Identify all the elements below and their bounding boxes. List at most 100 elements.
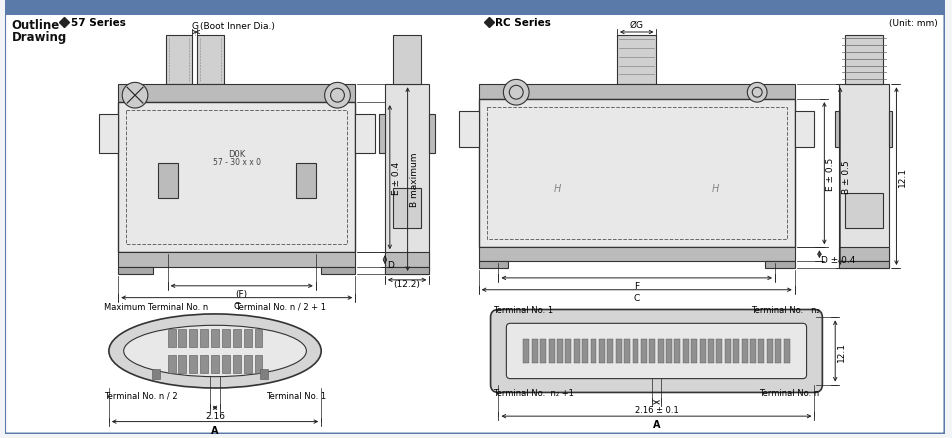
Bar xyxy=(379,115,385,154)
Text: 12.1: 12.1 xyxy=(837,341,846,361)
Bar xyxy=(641,339,646,363)
Text: C: C xyxy=(233,301,240,310)
Bar xyxy=(479,100,795,248)
Text: G: G xyxy=(191,22,198,31)
Bar xyxy=(658,339,664,363)
Bar xyxy=(717,339,723,363)
Bar xyxy=(632,339,639,363)
Bar xyxy=(750,339,756,363)
Bar xyxy=(666,339,672,363)
Text: (F): (F) xyxy=(236,289,248,298)
Bar xyxy=(385,85,429,274)
Text: Terminal No. n: Terminal No. n xyxy=(759,388,820,396)
Bar xyxy=(233,355,241,373)
Bar xyxy=(118,103,355,253)
Bar xyxy=(127,111,347,245)
Bar xyxy=(775,339,782,363)
Bar xyxy=(839,261,888,268)
Ellipse shape xyxy=(109,314,321,388)
Text: E ± 0.4: E ± 0.4 xyxy=(392,161,401,194)
Bar xyxy=(211,355,219,373)
Text: D ± 0.4: D ± 0.4 xyxy=(822,255,856,264)
Bar xyxy=(479,261,508,268)
Bar xyxy=(839,85,888,268)
Bar xyxy=(197,36,224,85)
Text: A: A xyxy=(653,419,661,429)
Bar xyxy=(616,339,622,363)
Bar xyxy=(200,355,208,373)
Bar xyxy=(385,268,429,274)
Bar xyxy=(233,329,241,347)
Text: D0K: D0K xyxy=(228,150,246,159)
Text: RC Series: RC Series xyxy=(495,18,551,28)
Bar xyxy=(385,253,429,268)
Text: Terminal No. 1: Terminal No. 1 xyxy=(266,391,327,400)
Bar xyxy=(118,268,153,274)
Bar xyxy=(617,36,657,85)
Text: A: A xyxy=(211,424,219,434)
Text: Terminal No. n / 2 + 1: Terminal No. n / 2 + 1 xyxy=(235,302,327,311)
Bar xyxy=(158,164,177,198)
Circle shape xyxy=(504,80,529,106)
Bar xyxy=(178,355,187,373)
Text: (12.2): (12.2) xyxy=(394,279,421,288)
Bar xyxy=(211,329,219,347)
Bar xyxy=(486,108,786,240)
Bar xyxy=(479,248,795,261)
Bar xyxy=(151,369,160,379)
Bar xyxy=(254,355,263,373)
Bar xyxy=(222,329,229,347)
Bar xyxy=(118,253,355,268)
Bar xyxy=(532,339,538,363)
Text: Terminal No. 1: Terminal No. 1 xyxy=(493,306,554,315)
Text: (Unit: mm): (Unit: mm) xyxy=(888,18,938,28)
Bar xyxy=(168,355,175,373)
Bar xyxy=(244,355,251,373)
Bar xyxy=(839,248,888,261)
Bar xyxy=(700,339,705,363)
Bar xyxy=(118,85,355,103)
Text: (Boot Inner Dia.): (Boot Inner Dia.) xyxy=(200,22,275,31)
Bar xyxy=(200,329,208,347)
Text: C: C xyxy=(634,293,640,302)
Text: 57 - 30 x x 0: 57 - 30 x x 0 xyxy=(212,158,261,166)
Bar xyxy=(607,339,613,363)
FancyBboxPatch shape xyxy=(506,324,806,379)
Text: 2.16: 2.16 xyxy=(205,411,225,420)
Bar xyxy=(599,339,605,363)
Text: D: D xyxy=(387,261,394,269)
Bar xyxy=(254,329,263,347)
Bar xyxy=(742,339,747,363)
Bar xyxy=(675,339,681,363)
Bar xyxy=(189,329,197,347)
Bar xyxy=(166,36,192,85)
Text: Maximum Terminal No. n: Maximum Terminal No. n xyxy=(104,302,208,311)
Bar xyxy=(429,115,435,154)
Bar xyxy=(583,339,588,363)
Text: ØG: ØG xyxy=(629,21,644,30)
Bar xyxy=(835,112,839,147)
Bar xyxy=(168,329,175,347)
Bar xyxy=(783,339,789,363)
Bar xyxy=(459,112,479,147)
Bar xyxy=(683,339,689,363)
Circle shape xyxy=(325,83,350,109)
Bar xyxy=(795,112,815,147)
Bar xyxy=(189,355,197,373)
Text: Drawing: Drawing xyxy=(11,31,67,44)
Bar xyxy=(6,2,943,16)
Bar xyxy=(733,339,739,363)
Bar xyxy=(540,339,546,363)
Circle shape xyxy=(122,83,148,109)
Bar xyxy=(557,339,563,363)
Bar xyxy=(261,369,268,379)
Bar xyxy=(574,339,580,363)
Text: Terminal No. n / 2: Terminal No. n / 2 xyxy=(104,391,178,400)
Bar xyxy=(708,339,714,363)
Bar xyxy=(565,339,571,363)
Ellipse shape xyxy=(124,325,307,377)
Bar xyxy=(845,194,883,228)
Bar xyxy=(759,339,764,363)
Bar xyxy=(98,115,118,154)
Text: Outline: Outline xyxy=(11,19,60,32)
